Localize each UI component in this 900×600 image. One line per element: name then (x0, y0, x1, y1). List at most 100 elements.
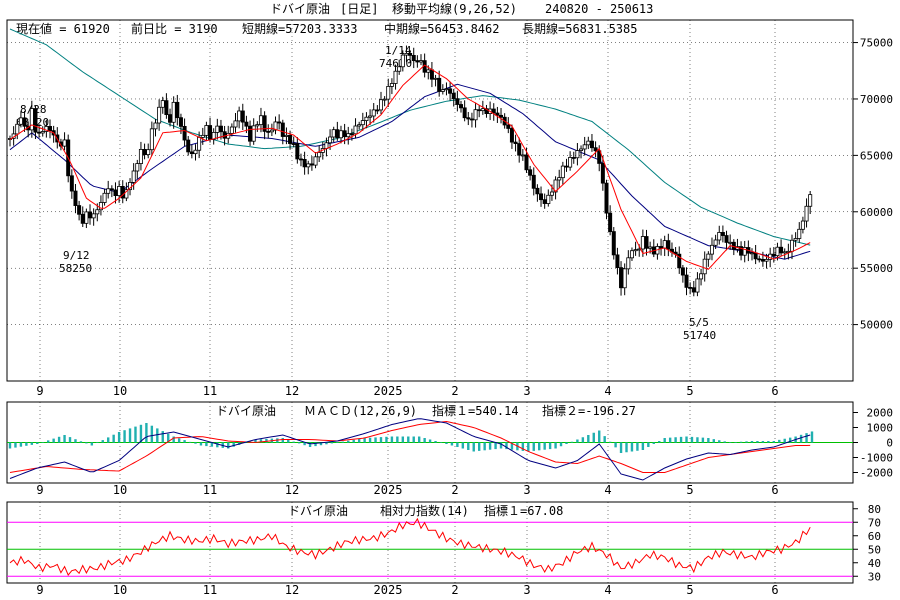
macd-histogram-bar (679, 436, 683, 443)
macd-histogram-bar (357, 438, 361, 443)
macd-histogram-bar (559, 442, 563, 447)
macd-histogram-bar (658, 441, 661, 443)
macd-histogram-bar (292, 441, 295, 443)
candle-body (69, 175, 74, 192)
macd-histogram-bar (461, 442, 465, 449)
candle-body (782, 251, 787, 254)
candle-body (117, 186, 122, 197)
macd-histogram-bar (265, 438, 268, 443)
candle-body (659, 246, 664, 249)
readout-current: 現在値 = 61920 (16, 21, 110, 36)
price-y-tick-label: 50000 (860, 319, 893, 332)
macd-histogram-bar (363, 438, 366, 443)
candle-body (571, 157, 576, 159)
candle-body (313, 156, 318, 166)
ma-mid-line (9, 83, 811, 260)
macd-histogram-bar (472, 442, 475, 452)
candle-body (568, 157, 573, 168)
candle-body (95, 209, 100, 215)
macd-histogram-bar (161, 431, 164, 443)
x-tick-label: 6 (771, 384, 778, 398)
candle-body (302, 159, 307, 168)
candle-body (142, 148, 147, 156)
candle-body (18, 117, 23, 125)
macd-histogram-bar (205, 442, 208, 447)
candle-body (258, 115, 263, 126)
candle-body (33, 108, 38, 133)
macd-histogram-bar (281, 438, 284, 443)
x-tick-label: 2025 (374, 483, 403, 497)
header-range: 240820 - 250613 (545, 2, 653, 16)
macd-histogram-bar (46, 440, 50, 443)
candle-body (288, 134, 293, 144)
ma-long-line (9, 28, 811, 246)
annotation-date: 5/5 (689, 316, 709, 329)
macd-histogram-bar (494, 442, 497, 450)
macd-histogram-bar (177, 438, 181, 443)
macd-y-tick-label: -2000 (860, 467, 893, 480)
macd-histogram-bar (603, 436, 606, 443)
candle-body (382, 98, 387, 101)
candle-body (491, 108, 496, 114)
macd-histogram-bar (57, 436, 61, 443)
macd-histogram-bar (390, 436, 394, 443)
macd-histogram-bar (139, 424, 143, 443)
candle-body (644, 236, 649, 249)
candle-body (175, 101, 180, 119)
macd-histogram-bar (85, 442, 88, 444)
macd-histogram-bar (347, 440, 350, 443)
macd-histogram-bar (663, 438, 666, 443)
macd-histogram-bar (412, 436, 415, 443)
macd-y-tick-label: 1000 (867, 422, 894, 435)
candle-body (429, 69, 434, 80)
x-tick-label: 12 (285, 384, 299, 398)
price-y-tick-label: 70000 (860, 93, 893, 106)
price-y-tick-label: 55000 (860, 262, 893, 275)
candle-body (579, 148, 584, 151)
macd-histogram-bar (521, 442, 525, 451)
candle-body (357, 124, 362, 127)
x-tick-label: 3 (523, 384, 530, 398)
candle-body (237, 110, 242, 122)
candle-body (248, 125, 253, 142)
candle-body (22, 117, 27, 127)
macd-histogram-bar (368, 437, 372, 443)
macd-histogram-bar (488, 442, 492, 450)
candle-body (575, 150, 580, 159)
macd-histogram-bar (707, 438, 710, 443)
x-tick-label: 2 (451, 483, 458, 497)
macd-histogram-bar (101, 440, 104, 443)
candle-body (419, 60, 424, 63)
macd-histogram-bar (701, 437, 705, 443)
candle-body (597, 150, 602, 164)
candle-body (600, 163, 605, 184)
candle-body (531, 174, 536, 189)
candle-body (168, 114, 173, 123)
candle-body (546, 194, 551, 204)
macd-histogram-bar (587, 435, 590, 443)
macd-header-title: ドバイ原油 (216, 404, 276, 418)
rsi-panel-frame (6, 501, 854, 584)
candle-body (204, 125, 209, 136)
macd-histogram-bar (428, 439, 432, 443)
macd-histogram-bar (19, 442, 23, 447)
x-tick-label: 5 (686, 384, 693, 398)
rsi-line (9, 517, 811, 576)
candle-body (273, 121, 278, 131)
candle-body (415, 60, 420, 63)
candle-body (549, 191, 554, 196)
ma-short-line (9, 64, 811, 270)
candle-body (251, 125, 256, 142)
macd-histogram-bar (145, 423, 148, 443)
candle-body (619, 267, 624, 289)
candle-body (102, 192, 107, 203)
candle-body (266, 130, 271, 133)
candle-body (742, 247, 747, 256)
candle-body (484, 108, 489, 114)
candle-body (509, 128, 514, 143)
macd-histogram-bar (341, 441, 345, 443)
candle-body (178, 117, 183, 127)
candle-body (208, 125, 213, 140)
candle-body (480, 108, 485, 112)
